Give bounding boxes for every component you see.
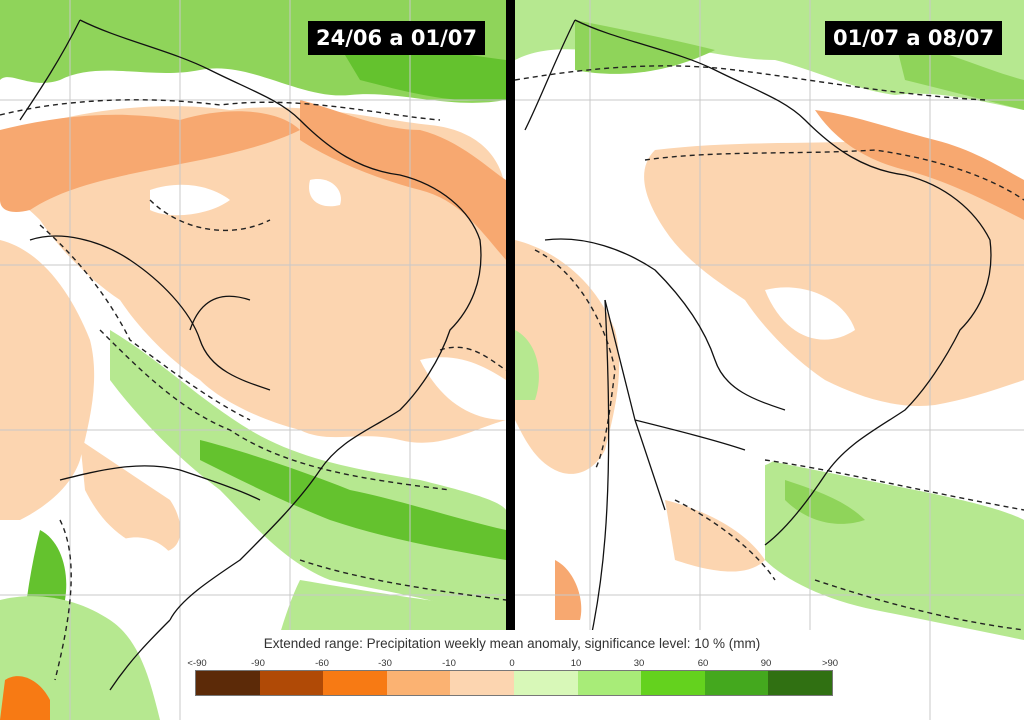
panel-divider [506, 0, 515, 720]
legend-tick: -90 [251, 658, 265, 669]
legend-tick: 10 [570, 658, 582, 669]
legend-tick: >90 [821, 658, 839, 669]
legend-swatch [196, 671, 260, 695]
period-label-left: 24/06 a 01/07 [307, 21, 485, 55]
legend-tick: 90 [760, 658, 772, 669]
legend-tick: -60 [315, 658, 329, 669]
legend-tick: -10 [442, 658, 456, 669]
legend-tick: 0 [509, 658, 515, 669]
anomaly-map-left [0, 0, 506, 720]
legend-swatch [450, 671, 514, 695]
map-panel-left: 24/06 a 01/07 [0, 0, 506, 720]
legend-tick: -30 [378, 658, 392, 669]
legend-tick: 60 [697, 658, 709, 669]
legend-title: Extended range: Precipitation weekly mea… [263, 636, 761, 651]
period-label-right: 01/07 a 08/07 [824, 21, 1002, 55]
color-legend: Extended range: Precipitation weekly mea… [184, 630, 840, 720]
legend-tick: <-90 [187, 658, 207, 669]
legend-swatch [323, 671, 387, 695]
map-panel-right: 01/07 a 08/07 [515, 0, 1024, 720]
legend-tick: 30 [633, 658, 645, 669]
legend-swatch [577, 671, 642, 695]
legend-swatch [386, 671, 451, 695]
legend-swatch [641, 671, 705, 695]
legend-swatch [768, 671, 832, 695]
legend-color-bar [195, 670, 833, 696]
legend-swatch [513, 671, 578, 695]
anomaly-map-right [515, 0, 1024, 720]
legend-swatch [259, 671, 324, 695]
legend-swatch [704, 671, 769, 695]
